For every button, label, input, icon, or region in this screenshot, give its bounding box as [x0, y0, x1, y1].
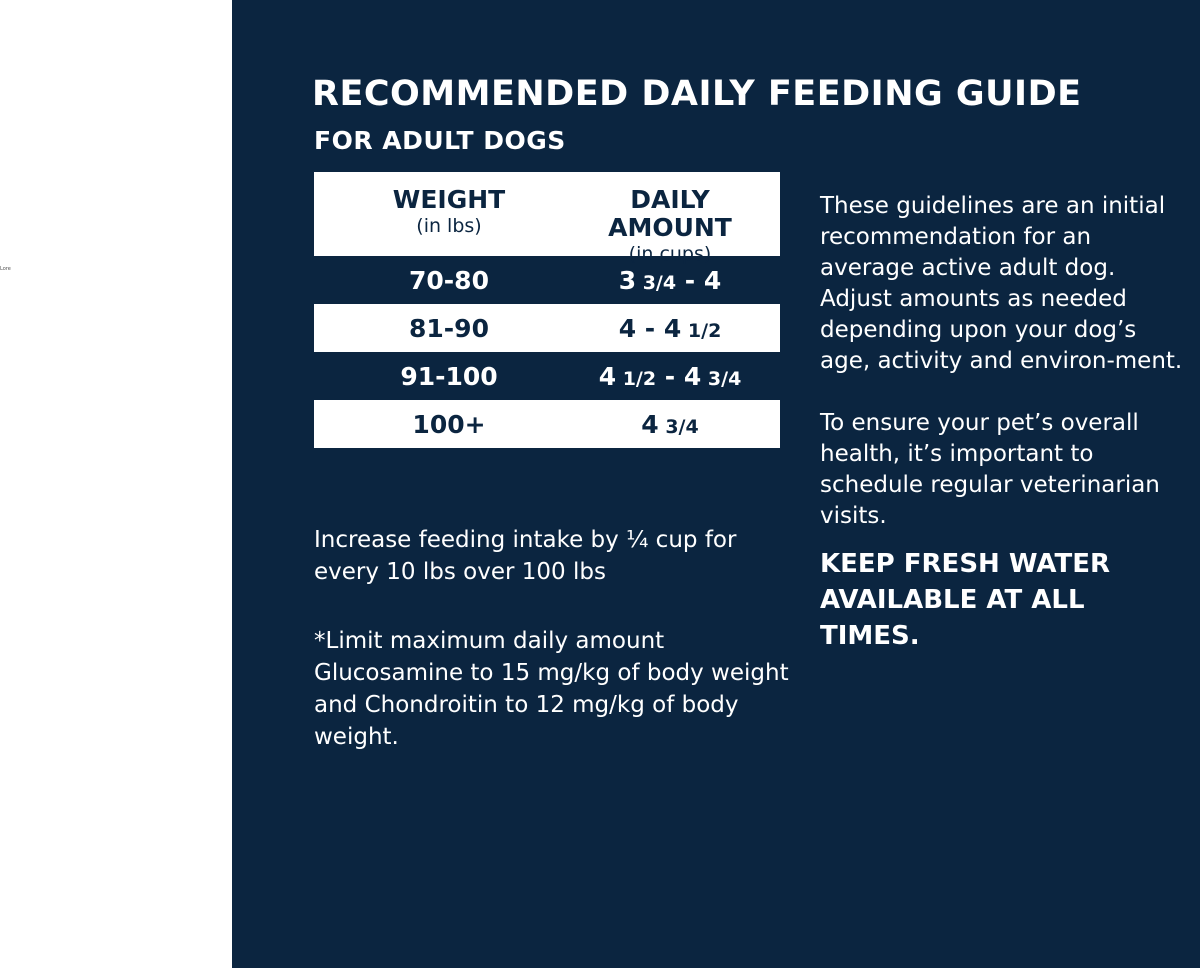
table-header: WEIGHT (in lbs) DAILY AMOUNT (in cups) [314, 172, 780, 266]
amount-part: 4 [641, 409, 659, 439]
amount-cell: 4 - 4 1/2 [572, 314, 768, 343]
health-text: To ensure your pet’s overall health, it’… [820, 410, 1160, 529]
feeding-guide-panel: RECOMMENDED DAILY FEEDING GUIDE FOR ADUL… [232, 0, 1200, 968]
increase-note: Increase feeding intake by ¼ cup for eve… [314, 527, 737, 585]
header-label: WEIGHT [392, 185, 506, 214]
amount-part: 4 [598, 361, 617, 391]
weight-cell: 100+ [412, 409, 486, 439]
header-unit: (in cups) [628, 243, 712, 265]
amount-part: 4 [695, 265, 722, 295]
page-title: RECOMMENDED DAILY FEEDING GUIDE [312, 74, 1082, 114]
fraction: 1/2 [681, 319, 722, 342]
fraction: 1/2 [616, 367, 657, 390]
guidelines-text: These guidelines are an initial recommen… [820, 193, 1183, 374]
fraction: 3/4 [636, 271, 677, 294]
table-row: 100+ 4 3/4 [314, 400, 780, 448]
amount-part: 4 [618, 313, 637, 343]
weight-cell: 81-90 [409, 313, 489, 343]
amount-part: 4 [675, 361, 702, 391]
weight-cell: 91-100 [400, 361, 498, 391]
amount-part: - [656, 361, 676, 391]
weight-cell: 70-80 [409, 265, 489, 295]
margin-text: Lore [0, 266, 11, 272]
header-weight: WEIGHT (in lbs) [314, 172, 584, 256]
amount-cell: 4 1/2 - 4 3/4 [572, 362, 768, 391]
table-row: 81-90 4 - 4 1/2 [314, 304, 780, 352]
fraction: 3/4 [658, 415, 699, 438]
limit-note: *Limit maximum daily amount Glucosamine … [314, 628, 789, 750]
amount-part: 3 [618, 265, 637, 295]
amount-part: 4 [655, 313, 682, 343]
side-text: These guidelines are an initial recommen… [820, 191, 1190, 563]
table-row: 70-80 3 3/4 - 4 [314, 256, 780, 304]
amount-part: - [676, 265, 696, 295]
fraction: 3/4 [701, 367, 742, 390]
water-reminder: KEEP FRESH WATER AVAILABLE AT ALL TIMES. [820, 549, 1110, 651]
table-row: 91-100 4 1/2 - 4 3/4 [314, 352, 780, 400]
amount-cell: 3 3/4 - 4 [572, 266, 768, 295]
amount-cell: 4 3/4 [572, 410, 768, 439]
header-amount: DAILY AMOUNT (in cups) [572, 172, 768, 266]
header-unit: (in lbs) [416, 215, 482, 237]
page-subtitle: FOR ADULT DOGS [314, 126, 566, 155]
amount-part: - [636, 313, 656, 343]
feeding-table: WEIGHT (in lbs) DAILY AMOUNT (in cups) 7… [314, 172, 780, 448]
header-label: DAILY AMOUNT [608, 185, 732, 242]
